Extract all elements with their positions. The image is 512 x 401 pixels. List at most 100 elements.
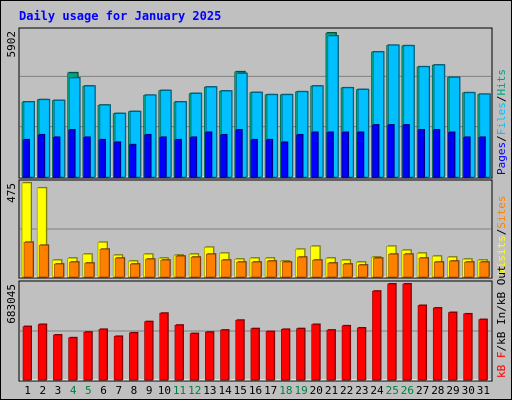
bar-middle-sites-7: [114, 257, 125, 278]
bar-top-pages-29: [448, 132, 455, 178]
bar-top-pages-14: [220, 134, 227, 178]
bar-top-pages-4: [68, 129, 75, 178]
x-tick-label-25: 25: [386, 384, 399, 397]
bar-middle-sites-2: [38, 245, 49, 278]
bar-middle-sites-31: [479, 261, 490, 278]
bar-middle-sites-9: [145, 258, 155, 278]
bar-top-pages-25: [387, 124, 394, 178]
bar-middle-sites-17: [266, 260, 277, 278]
bar-bottom-kb-f-9: [144, 321, 153, 381]
legend-item-hits: Hits: [495, 69, 508, 96]
bar-middle-sites-30: [464, 261, 474, 278]
x-tick-label-21: 21: [325, 384, 338, 397]
x-tick-label-26: 26: [401, 384, 414, 397]
bar-bottom-kb-f-25: [387, 283, 396, 381]
bar-middle-sites-14: [221, 259, 231, 278]
x-tick-label-30: 30: [462, 384, 475, 397]
x-tick-label-2: 2: [39, 384, 46, 397]
ymax-label-middle: 475: [5, 183, 18, 203]
bar-middle-sites-19: [297, 256, 307, 278]
x-tick-label-29: 29: [446, 384, 459, 397]
bar-middle-sites-12: [190, 256, 201, 278]
x-tick-label-13: 13: [203, 384, 216, 397]
bar-bottom-kb-f-13: [205, 331, 214, 381]
bar-top-pages-27: [417, 129, 425, 178]
x-tick-label-6: 6: [100, 384, 107, 397]
x-tick-label-5: 5: [85, 384, 92, 397]
bar-top-pages-16: [250, 139, 258, 178]
bar-bottom-kb-f-31: [478, 319, 488, 381]
bar-bottom-kb-f-11: [174, 324, 184, 381]
bar-middle-sites-3: [54, 263, 64, 278]
x-tick-label-17: 17: [264, 384, 277, 397]
bar-top-pages-12: [189, 137, 197, 178]
bar-middle-sites-5: [84, 262, 95, 278]
x-tick-label-27: 27: [416, 384, 429, 397]
x-tick-label-7: 7: [115, 384, 122, 397]
x-tick-label-15: 15: [234, 384, 247, 397]
bar-top-pages-19: [296, 134, 303, 178]
legend-separator: /: [495, 345, 508, 352]
bar-middle-sites-13: [206, 253, 216, 278]
bar-bottom-kb-f-27: [417, 305, 427, 381]
bar-bottom-kb-f-19: [296, 328, 305, 381]
bar-top-pages-23: [356, 132, 364, 178]
bar-bottom-kb-f-7: [113, 336, 123, 381]
bar-middle-sites-20: [312, 259, 322, 278]
bar-top-pages-9: [144, 134, 151, 178]
x-tick-label-10: 10: [158, 384, 171, 397]
bar-middle-sites-23: [357, 264, 368, 278]
x-tick-label-9: 9: [146, 384, 153, 397]
bar-bottom-kb-f-24: [372, 290, 381, 381]
bar-top-pages-5: [83, 137, 91, 178]
bar-top-pages-10: [159, 137, 167, 178]
legend-middle: Visits/Sites: [495, 196, 508, 276]
bar-bottom-kb-f-17: [265, 331, 275, 381]
bar-middle-sites-29: [449, 260, 459, 278]
bar-bottom-kb-f-14: [220, 329, 229, 381]
legend-item-visits: Visits: [495, 235, 508, 275]
ymax-label-top: 5902: [5, 31, 18, 58]
bar-bottom-kb-f-2: [37, 324, 47, 381]
bar-middle-sites-4: [69, 261, 79, 278]
bar-middle-sites-26: [403, 253, 414, 278]
legend-bottom: kB F/kB In/kB Out: [495, 265, 508, 378]
x-tick-label-24: 24: [370, 384, 384, 397]
chart-title: Daily usage for January 2025: [19, 9, 221, 23]
bar-middle-sites-21: [327, 262, 338, 278]
x-tick-label-11: 11: [173, 384, 186, 397]
bar-top-pages-13: [205, 132, 212, 178]
bar-middle-sites-16: [251, 261, 262, 278]
bar-bottom-kb-f-29: [448, 312, 457, 381]
bar-top-pages-26: [402, 124, 410, 178]
x-tick-label-12: 12: [188, 384, 201, 397]
bar-middle-sites-22: [342, 263, 353, 278]
bar-bottom-kb-f-15: [235, 319, 245, 381]
ymax-label-bottom: 683045: [5, 284, 18, 324]
legend-separator: /: [495, 229, 508, 236]
x-tick-label-14: 14: [218, 384, 232, 397]
bar-middle-sites-25: [388, 253, 398, 278]
legend-item-kb-in: kB In: [495, 312, 508, 345]
bar-middle-sites-27: [418, 257, 429, 278]
bar-top-pages-3: [53, 137, 60, 178]
bar-bottom-kb-f-12: [189, 333, 199, 381]
x-tick-label-22: 22: [340, 384, 353, 397]
bar-middle-sites-24: [373, 257, 383, 278]
legend-top: Pages/Files/Hits: [495, 69, 508, 175]
bar-bottom-kb-f-18: [280, 329, 290, 381]
x-tick-label-18: 18: [279, 384, 292, 397]
bar-top-pages-1: [22, 139, 30, 178]
bar-top-pages-20: [311, 132, 318, 178]
x-tick-label-20: 20: [310, 384, 323, 397]
bar-bottom-kb-f-6: [98, 329, 108, 381]
bar-bottom-kb-f-1: [22, 326, 32, 381]
bar-top-pages-17: [265, 139, 273, 178]
bar-bottom-kb-f-5: [83, 331, 93, 381]
legend-item-files: Files: [495, 102, 508, 135]
bar-middle-sites-11: [175, 255, 186, 278]
legend-separator: /: [495, 135, 508, 142]
legend-item-pages: Pages: [495, 142, 508, 175]
x-tick-label-1: 1: [24, 384, 31, 397]
